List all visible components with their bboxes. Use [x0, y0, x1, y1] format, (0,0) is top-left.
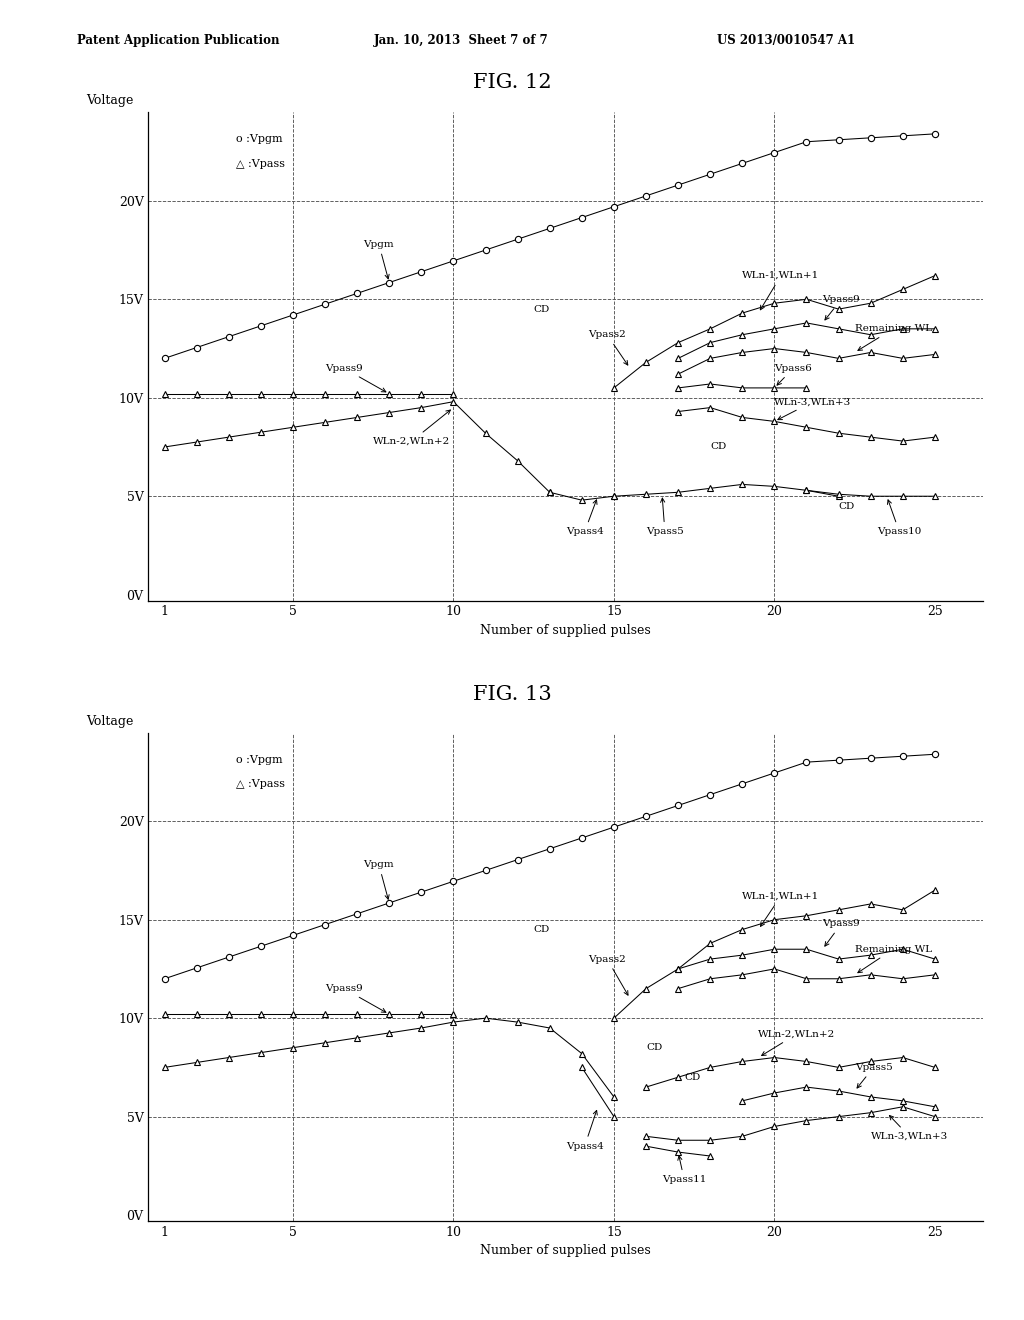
Text: o :Vpgm: o :Vpgm	[237, 755, 283, 764]
Text: △ :Vpass: △ :Vpass	[237, 779, 285, 789]
Text: CD: CD	[839, 502, 855, 511]
Text: US 2013/0010547 A1: US 2013/0010547 A1	[717, 34, 855, 48]
Text: Vpass2: Vpass2	[588, 330, 628, 366]
X-axis label: Number of supplied pulses: Number of supplied pulses	[480, 1245, 651, 1258]
Text: △ :Vpass: △ :Vpass	[237, 158, 285, 169]
Text: Voltage: Voltage	[86, 714, 133, 727]
Text: WLn-1,WLn+1: WLn-1,WLn+1	[742, 271, 819, 310]
Text: Vpass5: Vpass5	[855, 1063, 892, 1088]
Text: Vpass9: Vpass9	[325, 364, 386, 392]
Text: FIG. 13: FIG. 13	[473, 685, 551, 704]
Text: CD: CD	[711, 442, 726, 451]
Text: Vpass9: Vpass9	[325, 985, 386, 1012]
Text: WLn-1,WLn+1: WLn-1,WLn+1	[742, 891, 819, 927]
Text: Vpass10: Vpass10	[878, 500, 922, 536]
Text: Patent Application Publication: Patent Application Publication	[77, 34, 280, 48]
Text: CD: CD	[684, 1073, 700, 1081]
Text: Vpass4: Vpass4	[565, 1110, 603, 1151]
Text: Vpass6: Vpass6	[774, 364, 812, 385]
Text: Vpgm: Vpgm	[364, 240, 394, 279]
Text: Vpass2: Vpass2	[588, 954, 628, 995]
Text: Vpass9: Vpass9	[822, 919, 860, 946]
Text: CD: CD	[646, 1043, 663, 1052]
Text: WLn-2,WLn+2: WLn-2,WLn+2	[759, 1030, 836, 1056]
Text: CD: CD	[534, 305, 550, 314]
Text: Vpass11: Vpass11	[663, 1156, 707, 1184]
Text: WLn-3,WLn+3: WLn-3,WLn+3	[870, 1115, 948, 1140]
Text: Jan. 10, 2013  Sheet 7 of 7: Jan. 10, 2013 Sheet 7 of 7	[374, 34, 549, 48]
Text: FIG. 12: FIG. 12	[473, 74, 551, 92]
Text: Vpass9: Vpass9	[822, 294, 860, 319]
X-axis label: Number of supplied pulses: Number of supplied pulses	[480, 624, 651, 638]
Text: WLn-2,WLn+2: WLn-2,WLn+2	[373, 411, 451, 446]
Text: Vpgm: Vpgm	[364, 861, 394, 899]
Text: Remaining WL: Remaining WL	[855, 945, 932, 973]
Text: Remaining WL: Remaining WL	[855, 325, 932, 350]
Text: Voltage: Voltage	[86, 94, 133, 107]
Text: Vpass5: Vpass5	[646, 498, 684, 536]
Text: Vpass4: Vpass4	[565, 500, 603, 536]
Text: WLn-3,WLn+3: WLn-3,WLn+3	[774, 397, 852, 420]
Text: CD: CD	[534, 925, 550, 935]
Text: o :Vpgm: o :Vpgm	[237, 135, 283, 144]
